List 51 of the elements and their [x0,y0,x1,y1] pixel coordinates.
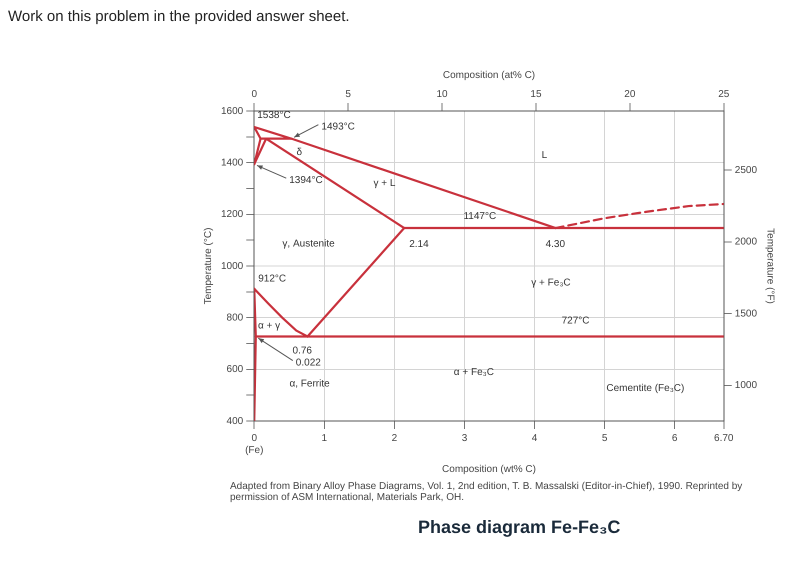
x2-tick-label: 10 [436,88,448,100]
annotation: α, Ferrite [289,378,330,390]
annotation: 4.30 [546,238,566,250]
annotation: 0.022 [296,357,322,368]
annotation: 1538°C [257,110,291,121]
x-tick-label: 4 [532,432,538,444]
y-tick-label: 1600 [220,106,244,117]
annotation: α + γ [258,320,280,332]
annotation: 2.14 [409,238,430,250]
annotation: γ + L [374,178,396,189]
annotation: δ [296,146,302,158]
y-axis-title: Temperature (°C) [202,228,214,304]
x-tick-label: 2 [392,432,398,444]
y-tick-label: 1000 [220,260,244,272]
text: Phase diagram Fe-Fe₃C [418,517,622,538]
text: Work on this problem in the provided answer sheet. [8,8,351,25]
y2-axis-title: Temperature (°F) [764,228,776,304]
x2-tick-label: 15 [530,88,542,100]
y-tick-label: 400 [226,416,244,427]
y2-tick-label: 1000 [734,380,758,392]
text: Adapted from Binary Alloy Phase Diagrams, Vol. 1, 2nd edition, T. B. Massalski (Editor-in-Chief), 1990. Reprinted by permission of ASM International, Materials Park, OH. [230,481,744,503]
x-axis-title: Composition (wt% C) [442,464,536,475]
y2-tick-label: 2000 [734,236,758,248]
annotation: γ + Fe₃C [531,277,571,288]
x-tick-label: 6.70 [714,432,734,444]
x-tick-label: 3 [462,432,468,444]
x-tick-label: 1 [322,432,328,444]
x-tick-label: 5 [602,432,608,444]
x2-tick-label: 20 [624,88,636,100]
annotation: 1147°C [463,210,496,222]
annotation: 1493°C [321,121,355,132]
y-tick-label: 1200 [220,209,244,220]
x2-tick-label: 5 [345,88,352,100]
annotation: Cementite (Fe₃C) [606,383,684,394]
x-tick-label: 0 (Fe) [245,432,264,456]
y-tick-label: 800 [226,312,244,324]
annotation: L [542,150,548,161]
annotation: γ, Austenite [282,238,336,250]
y-tick-label: 600 [226,364,244,376]
annotation: 727°C [562,315,590,326]
annotation: 912°C [258,273,286,284]
x-tick-label: 6 [672,432,678,444]
y-tick-label: 1400 [220,157,244,168]
x2-tick-label: 25 [718,88,730,100]
x2-tick-label: 0 [251,88,258,100]
y2-tick-label: 2500 [734,164,758,176]
y2-tick-label: 1500 [734,308,758,320]
annotation: 0.76 [292,345,312,356]
annotation: 1394°C [289,174,323,186]
x2-axis-title: Composition (at% C) [442,70,536,81]
annotation: α + Fe₃C [454,366,494,378]
